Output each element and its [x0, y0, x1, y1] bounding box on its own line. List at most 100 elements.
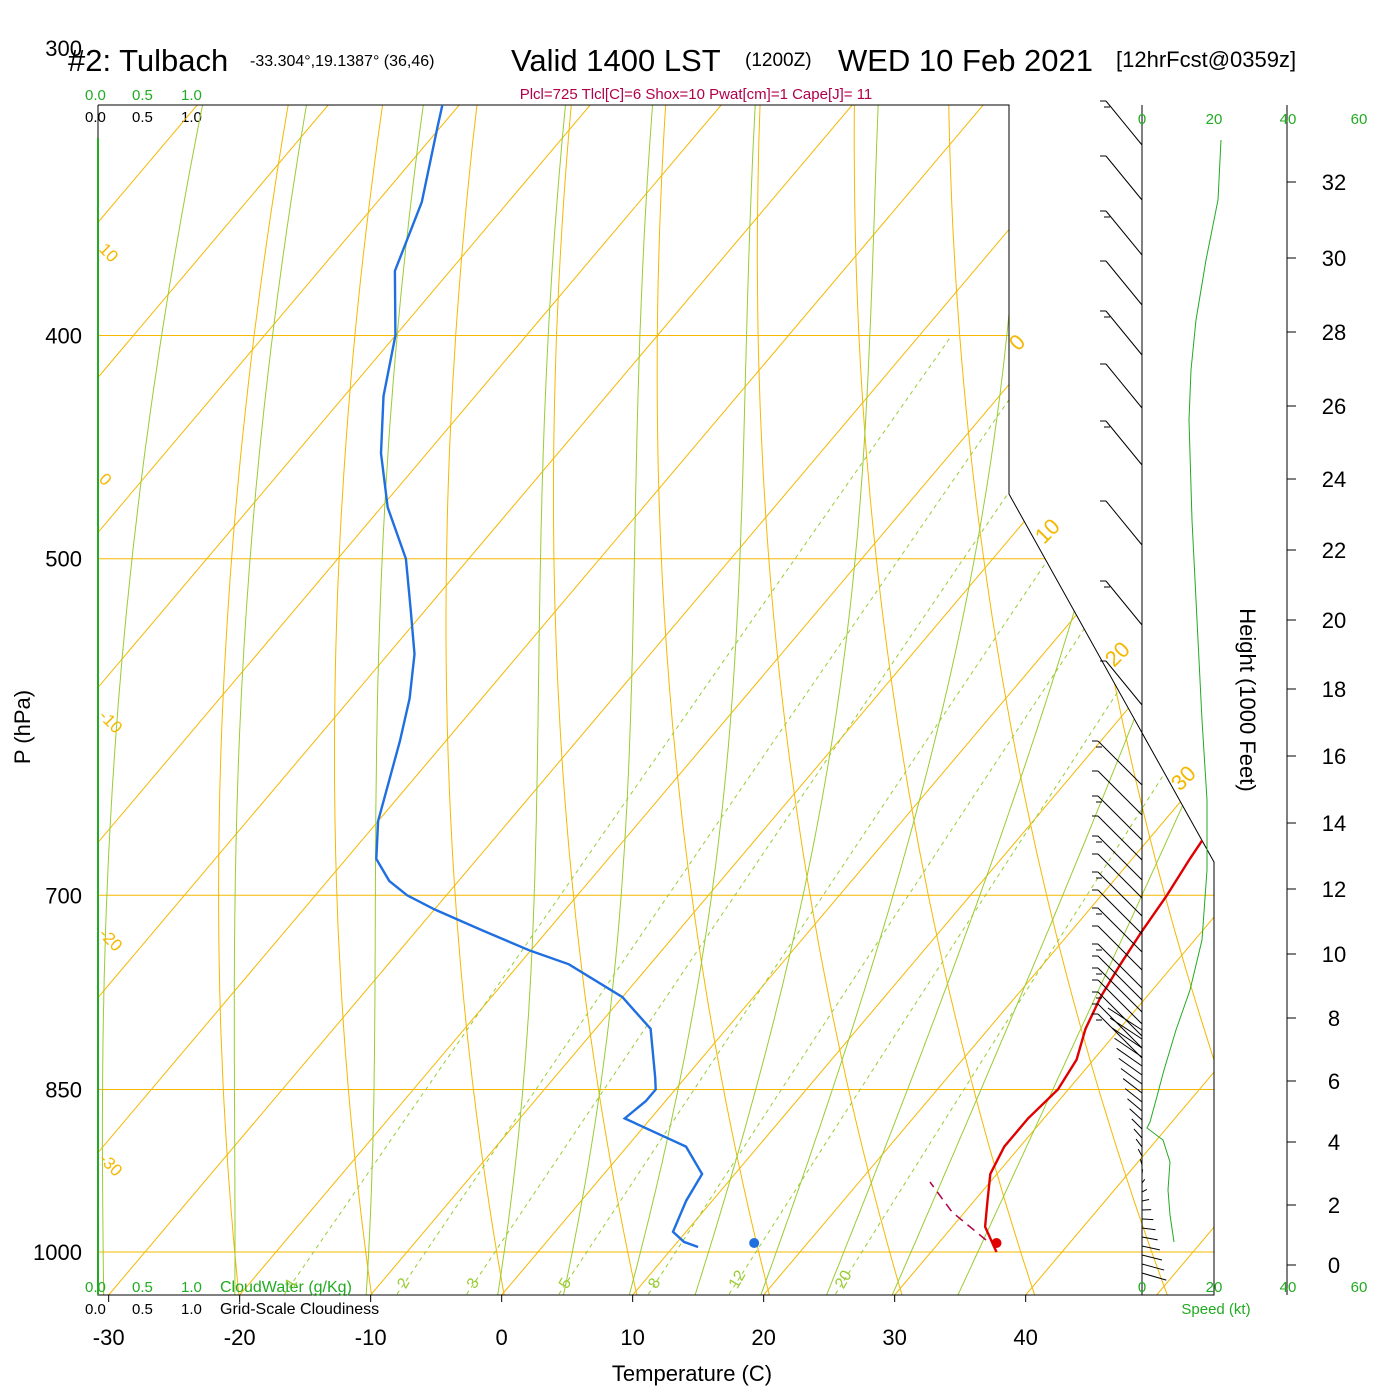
mixing-ratio-line — [392, 335, 1054, 1295]
surface-marker-dewpoint — [749, 1238, 760, 1248]
wind-barb — [1141, 1236, 1158, 1241]
height-axis-label: Height (1000 Feet) — [1235, 608, 1260, 791]
pressure-tick-label: 850 — [45, 1077, 82, 1102]
wind-barb — [1122, 1078, 1143, 1094]
wind-barb — [1097, 925, 1143, 971]
height-tick-label: 18 — [1322, 677, 1346, 702]
wind-top-60: 60 — [1351, 111, 1368, 128]
wind-barb — [1097, 907, 1143, 953]
pressure-tick-label: 400 — [45, 324, 82, 349]
wind-top-20: 20 — [1206, 111, 1223, 128]
wind-barb — [1097, 795, 1143, 841]
wind-barb — [1097, 943, 1143, 989]
series-line-temperature — [983, 105, 1214, 1253]
wind-barb — [1105, 500, 1143, 546]
temperature-tick-label: 40 — [1013, 1325, 1037, 1350]
wind-speed-label: Speed (kt) — [1181, 1301, 1250, 1318]
wind-barb — [1097, 1013, 1143, 1059]
wind-barb — [1141, 1188, 1148, 1193]
dry-adiabat — [334, 105, 423, 1295]
dry-adiabat — [1392, 0, 1400, 1301]
dry-adiabat — [656, 105, 772, 1295]
wind-barb — [1105, 260, 1143, 306]
wind-barb — [1105, 100, 1143, 146]
wind-barb — [1135, 1138, 1143, 1148]
cloudiness-scale-bot-0: 0.0 — [85, 1301, 106, 1318]
wind-barb — [1097, 979, 1143, 1025]
wind-barb — [1141, 1179, 1146, 1184]
wind-barb — [1097, 815, 1143, 861]
y-axis-label: P (hPa) — [10, 690, 35, 764]
height-tick-label: 24 — [1322, 467, 1346, 492]
wind-barbs — [1092, 100, 1167, 1281]
temperature-tick-label: 10 — [620, 1325, 644, 1350]
cloudiness-scale-bot-1: 0.5 — [132, 1301, 153, 1318]
cloud-scale-top-0: 0.0 — [85, 87, 106, 104]
pressure-tick-label: 1000 — [33, 1240, 82, 1265]
wind-top-40: 40 — [1280, 111, 1297, 128]
cloud-scale-bot-0: 0.0 — [85, 1279, 106, 1296]
pressure-tick-label: 500 — [45, 547, 82, 572]
wind-barb — [1116, 1047, 1143, 1067]
sounding-series — [375, 105, 1214, 1253]
wind-barb — [1141, 1199, 1150, 1202]
wind-barb — [1141, 1218, 1154, 1221]
isotherm — [1156, 105, 1214, 1295]
background-grid — [98, 0, 1400, 1301]
height-tick-label: 4 — [1328, 1130, 1340, 1155]
valid-utc: (1200Z) — [745, 50, 812, 71]
moist-adiabat — [954, 105, 1214, 1295]
wind-barb — [1141, 1272, 1167, 1281]
temperature-tick-label: -30 — [93, 1325, 125, 1350]
wind-barb — [1097, 967, 1143, 1013]
wind-barb — [1097, 889, 1143, 935]
wind-barb — [1114, 1037, 1143, 1058]
wind-barb — [1107, 1007, 1143, 1031]
isotherm-label-left: -30 — [95, 1149, 126, 1180]
wind-bot-60: 60 — [1351, 1279, 1368, 1296]
wind-bot-20: 20 — [1206, 1279, 1223, 1296]
isotherm-label-left: -20 — [95, 924, 126, 955]
dry-adiabat — [553, 105, 639, 1295]
temperature-tick-label: 0 — [496, 1325, 508, 1350]
height-tick-label: 6 — [1328, 1069, 1340, 1094]
isotherm — [108, 105, 1115, 1295]
wind-barb — [1097, 853, 1143, 899]
isotherm-label-left: -10 — [95, 706, 126, 737]
moist-adiabat — [823, 105, 1211, 1295]
x-axis-label: Temperature (C) — [612, 1361, 772, 1386]
wind-barb — [1097, 991, 1143, 1037]
isotherm — [370, 105, 1214, 1295]
moist-adiabat — [692, 105, 893, 1295]
wind-barb — [1112, 1027, 1143, 1049]
wind-barb — [1105, 310, 1143, 356]
isotherm-label-right: 30 — [1166, 761, 1201, 796]
temperature-tick-label: -20 — [224, 1325, 256, 1350]
cloud-scale-top-2: 1.0 — [181, 87, 202, 104]
cloudiness-label: Grid-Scale Cloudiness — [220, 1301, 379, 1318]
isotherm — [98, 105, 329, 1295]
mixing-ratio-label: 20 — [832, 1268, 856, 1292]
location-text: -33.304°,19.1387° (36,46) — [250, 53, 434, 70]
height-tick-label: 0 — [1328, 1253, 1340, 1278]
cloudiness-scale-top-2: 1.0 — [181, 109, 202, 126]
mixing-ratio-label: 5 — [556, 1275, 575, 1291]
dry-adiabat — [1304, 0, 1400, 1301]
wind-barb — [1120, 1068, 1143, 1085]
height-tick-label: 10 — [1322, 942, 1346, 967]
isotherm — [763, 105, 1214, 1295]
wind-barb — [1097, 871, 1143, 917]
wind-speed-profile — [1146, 139, 1222, 1243]
moist-adiabat — [233, 105, 358, 1295]
wind-barb — [1139, 1159, 1143, 1166]
wind-barb — [1105, 580, 1143, 626]
cloudiness-scale-bot-2: 1.0 — [181, 1301, 202, 1318]
height-tick-label: 16 — [1322, 744, 1346, 769]
height-tick-label: 28 — [1322, 320, 1346, 345]
series-line-dewpoint — [375, 105, 704, 1249]
wind-barb — [1105, 420, 1143, 466]
isotherm-label-right: 10 — [1030, 514, 1065, 549]
wind-top-0: 0 — [1138, 111, 1146, 128]
mixing-ratio-label: 3 — [464, 1275, 483, 1291]
wind-barb — [1131, 1118, 1143, 1130]
